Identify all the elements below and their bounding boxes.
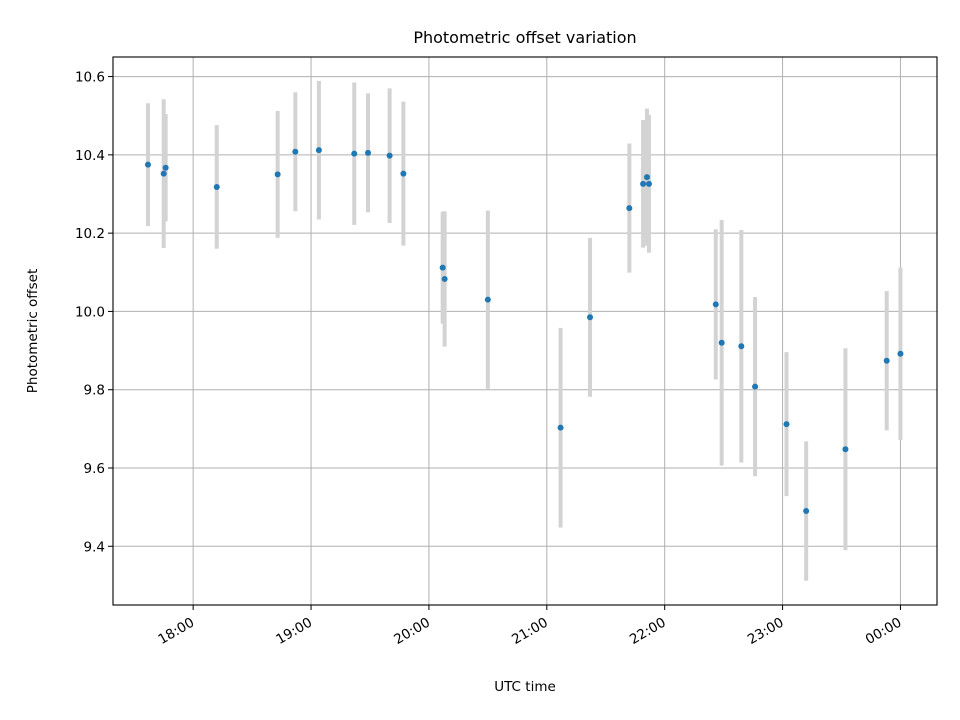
y-axis-ticks: 9.4 9.6 9.8 10.0 10.2 10.4 10.6 <box>75 70 113 555</box>
data-point <box>315 147 322 154</box>
data-point <box>400 170 407 177</box>
y-tick-label: 9.6 <box>84 461 105 477</box>
y-tick-label: 10.0 <box>75 304 105 320</box>
data-point <box>803 508 810 515</box>
data-point <box>738 343 745 350</box>
y-tick-label: 9.8 <box>84 383 105 399</box>
data-point <box>386 152 393 159</box>
y-tick-label: 9.4 <box>84 539 105 555</box>
data-point <box>783 421 790 428</box>
y-tick-label: 10.2 <box>75 226 105 242</box>
data-point <box>644 174 651 181</box>
data-point <box>484 296 491 303</box>
y-axis-label: Photometric offset <box>25 269 41 393</box>
data-point <box>292 148 299 155</box>
data-point <box>557 424 564 431</box>
data-point <box>752 383 759 390</box>
data-point <box>351 150 358 157</box>
data-point <box>718 339 725 346</box>
y-tick-label: 10.4 <box>75 148 105 164</box>
data-point <box>439 264 446 271</box>
data-point <box>897 350 904 357</box>
chart-title: Photometric offset variation <box>413 28 636 47</box>
y-tick-label: 10.6 <box>75 70 105 86</box>
data-point <box>274 171 281 178</box>
data-point <box>640 180 647 187</box>
data-point <box>162 164 169 171</box>
grid <box>113 57 937 605</box>
data-point <box>441 275 448 282</box>
plot-area-frame <box>112 56 938 606</box>
data-point <box>587 314 594 321</box>
data-point <box>365 149 372 156</box>
data-point <box>842 446 849 453</box>
data-point <box>626 205 633 212</box>
data-point <box>160 170 167 177</box>
data-points <box>144 147 904 515</box>
data-point <box>645 180 652 187</box>
data-point <box>712 301 719 308</box>
x-axis-label: UTC time <box>494 679 556 695</box>
data-point <box>883 357 890 364</box>
data-point <box>144 161 151 168</box>
data-point <box>213 183 220 190</box>
